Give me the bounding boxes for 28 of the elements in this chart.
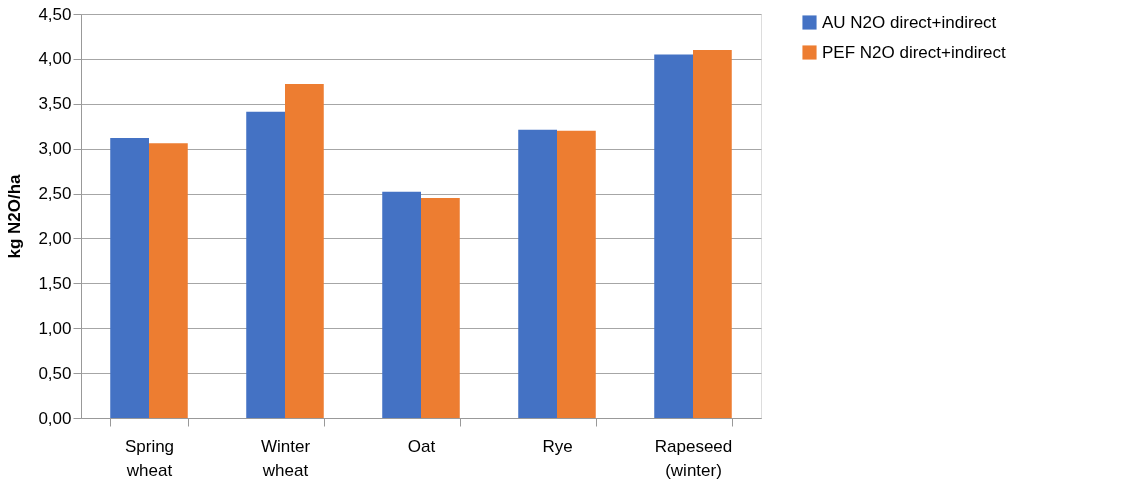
- y-tick-label: 1,50: [38, 273, 72, 293]
- x-tick-label: Winter wheat: [260, 436, 311, 480]
- y-tick-label: 4,00: [38, 49, 72, 69]
- bar: [382, 191, 421, 418]
- bar: [654, 54, 693, 418]
- bar: [285, 84, 324, 418]
- x-tick-label: Spring wheat: [124, 436, 175, 480]
- y-axis-title: kg N2O/ha: [5, 173, 25, 259]
- y-tick-label: 4,50: [38, 4, 72, 24]
- bar: [110, 137, 149, 418]
- bar: [518, 129, 557, 418]
- bar: [557, 130, 596, 418]
- bar: [421, 198, 460, 418]
- x-tick-label: Rye: [542, 436, 573, 456]
- y-tick-label: 3,50: [38, 94, 72, 114]
- legend-label: PEF N2O direct+indirect: [822, 42, 1007, 62]
- y-tick-label: 3,00: [38, 139, 72, 159]
- x-tick-label: Oat: [407, 436, 436, 456]
- legend-label: AU N2O direct+indirect: [822, 12, 997, 32]
- y-tick-label: 1,00: [38, 318, 72, 338]
- bar: [246, 111, 285, 418]
- y-tick-label: 2,00: [38, 228, 72, 248]
- y-tick-label: 2,50: [38, 184, 72, 204]
- y-tick-label: 0,00: [38, 408, 72, 428]
- x-tick-label: Rapeseed (winter): [654, 436, 733, 480]
- y-tick-label: 0,50: [38, 363, 72, 383]
- bar: [693, 49, 732, 418]
- bar: [149, 143, 188, 418]
